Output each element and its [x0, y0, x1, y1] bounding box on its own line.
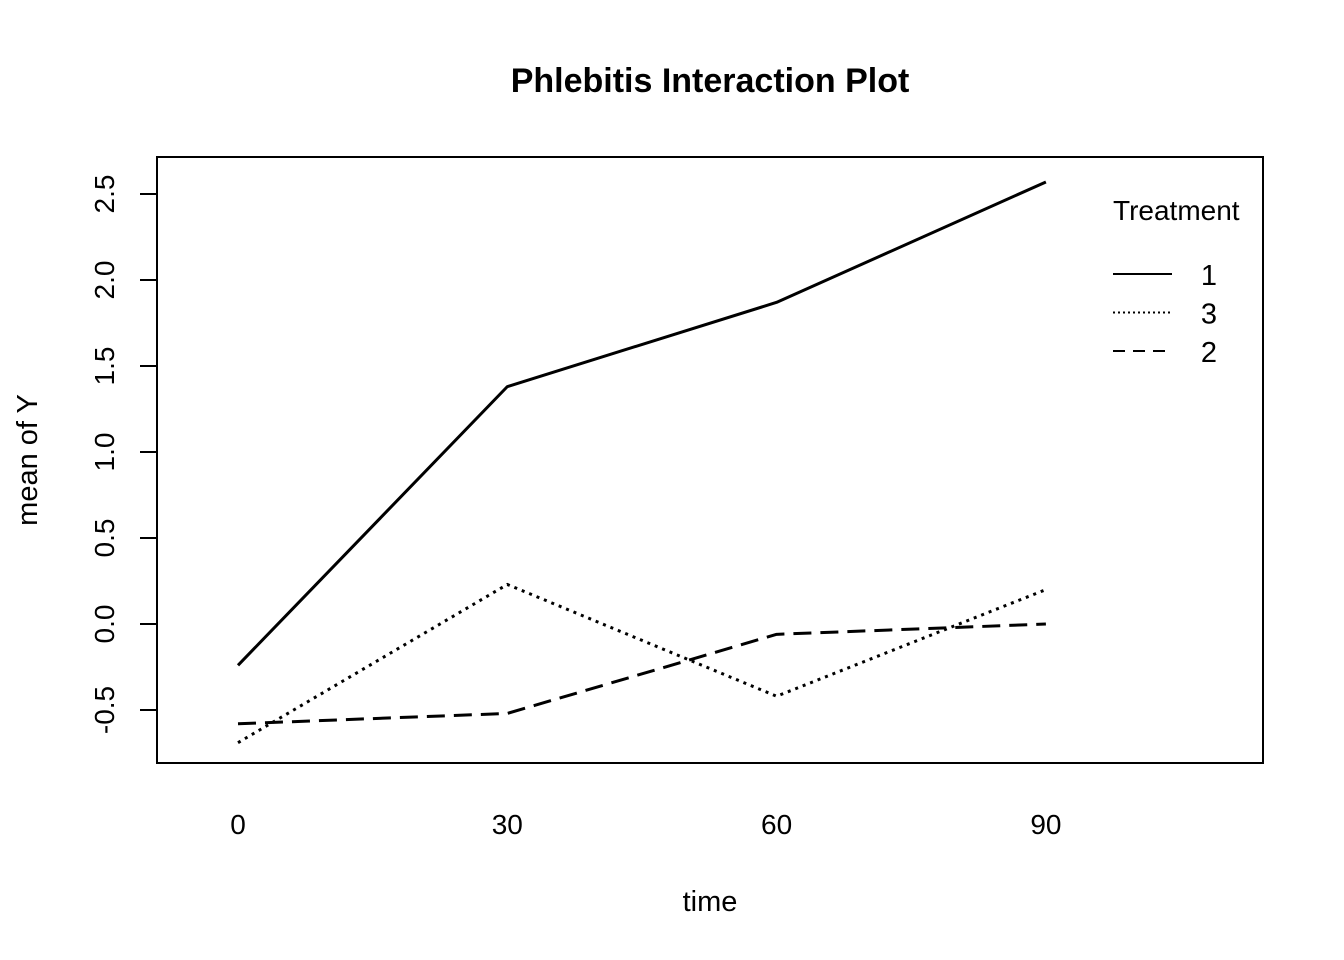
- legend: Treatment 1 3 2: [1113, 195, 1240, 369]
- x-tick-label: 30: [492, 809, 523, 840]
- legend-label: 2: [1201, 337, 1217, 369]
- series-line-2: [237, 622, 1046, 726]
- y-tick-label: -0.5: [89, 686, 120, 734]
- y-tick-label: 0.5: [89, 519, 120, 558]
- plot-frame: [156, 156, 1264, 764]
- y-tick-label: 0.0: [89, 605, 120, 644]
- y-axis: -0.5 0.0 0.5 1.0 1.5 2.0 2.5: [89, 175, 158, 734]
- x-tick-label: 0: [230, 809, 246, 840]
- series-line-3: [237, 582, 1047, 744]
- legend-label: 1: [1201, 260, 1217, 292]
- x-tick-label: 60: [761, 809, 792, 840]
- y-axis-label: mean of Y: [12, 394, 44, 526]
- y-tick-label: 1.0: [89, 433, 120, 472]
- y-tick-label: 1.5: [89, 347, 120, 386]
- chart-title: Phlebitis Interaction Plot: [511, 62, 910, 100]
- x-axis-tick-labels: 0 30 60 90: [230, 809, 1061, 840]
- legend-title: Treatment: [1113, 195, 1240, 226]
- y-tick-label: 2.0: [89, 261, 120, 300]
- x-tick-label: 90: [1030, 809, 1061, 840]
- y-tick-label: 2.5: [89, 175, 120, 214]
- legend-label: 3: [1201, 299, 1217, 331]
- series-lines: [236, 180, 1047, 744]
- series-line-1: [236, 180, 1047, 667]
- x-axis-label: time: [683, 886, 738, 918]
- legend-entries: 1 3 2: [1113, 260, 1217, 369]
